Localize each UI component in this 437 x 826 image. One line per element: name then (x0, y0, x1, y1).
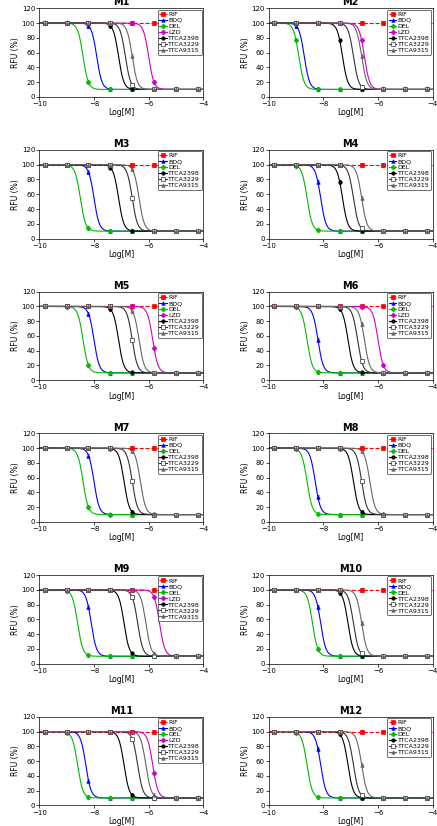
X-axis label: Log[M]: Log[M] (337, 817, 364, 826)
Title: M11: M11 (110, 706, 133, 716)
Y-axis label: RFU (%): RFU (%) (241, 604, 250, 634)
Legend: RIF, BDQ, DEL, TTCA2398, TTCA3229, TTCA9315: RIF, BDQ, DEL, TTCA2398, TTCA3229, TTCA9… (387, 151, 431, 190)
Title: M3: M3 (113, 140, 129, 150)
Y-axis label: RFU (%): RFU (%) (11, 604, 20, 634)
Legend: RIF, BDQ, DEL, LZD, TTCA2398, TTCA3229, TTCA9315: RIF, BDQ, DEL, LZD, TTCA2398, TTCA3229, … (387, 10, 431, 55)
Y-axis label: RFU (%): RFU (%) (241, 179, 250, 210)
Y-axis label: RFU (%): RFU (%) (241, 746, 250, 776)
X-axis label: Log[M]: Log[M] (108, 108, 135, 117)
X-axis label: Log[M]: Log[M] (337, 250, 364, 259)
Y-axis label: RFU (%): RFU (%) (11, 463, 20, 493)
X-axis label: Log[M]: Log[M] (108, 534, 135, 543)
Title: M12: M12 (339, 706, 362, 716)
Title: M7: M7 (113, 423, 129, 433)
Title: M2: M2 (343, 0, 359, 7)
Legend: RIF, BDQ, DEL, TTCA2398, TTCA3229, TTCA9315: RIF, BDQ, DEL, TTCA2398, TTCA3229, TTCA9… (158, 434, 202, 474)
Title: M10: M10 (339, 564, 362, 574)
Legend: RIF, BDQ, DEL, LZD, TTCA2398, TTCA3229, TTCA9315: RIF, BDQ, DEL, LZD, TTCA2398, TTCA3229, … (158, 718, 202, 763)
Title: M8: M8 (343, 423, 359, 433)
X-axis label: Log[M]: Log[M] (337, 534, 364, 543)
Legend: RIF, BDQ, DEL, LZD, TTCA2398, TTCA3229, TTCA9315: RIF, BDQ, DEL, LZD, TTCA2398, TTCA3229, … (158, 10, 202, 55)
Title: M6: M6 (343, 281, 359, 291)
Y-axis label: RFU (%): RFU (%) (241, 463, 250, 493)
Y-axis label: RFU (%): RFU (%) (11, 37, 20, 68)
Legend: RIF, BDQ, DEL, TTCA2398, TTCA3229, TTCA9315: RIF, BDQ, DEL, TTCA2398, TTCA3229, TTCA9… (158, 151, 202, 190)
Title: M1: M1 (113, 0, 129, 7)
X-axis label: Log[M]: Log[M] (337, 392, 364, 401)
Legend: RIF, BDQ, DEL, TTCA2398, TTCA3229, TTCA9315: RIF, BDQ, DEL, TTCA2398, TTCA3229, TTCA9… (387, 434, 431, 474)
X-axis label: Log[M]: Log[M] (337, 675, 364, 684)
X-axis label: Log[M]: Log[M] (337, 108, 364, 117)
Y-axis label: RFU (%): RFU (%) (241, 320, 250, 351)
Y-axis label: RFU (%): RFU (%) (241, 37, 250, 68)
Title: M5: M5 (113, 281, 129, 291)
X-axis label: Log[M]: Log[M] (108, 392, 135, 401)
Legend: RIF, BDQ, DEL, LZD, TTCA2398, TTCA3229, TTCA9315: RIF, BDQ, DEL, LZD, TTCA2398, TTCA3229, … (387, 293, 431, 338)
Legend: RIF, BDQ, DEL, LZD, TTCA2398, TTCA3229, TTCA9315: RIF, BDQ, DEL, LZD, TTCA2398, TTCA3229, … (158, 577, 202, 621)
Y-axis label: RFU (%): RFU (%) (11, 746, 20, 776)
Legend: RIF, BDQ, DEL, TTCA2398, TTCA3229, TTCA9315: RIF, BDQ, DEL, TTCA2398, TTCA3229, TTCA9… (387, 577, 431, 615)
Title: M4: M4 (343, 140, 359, 150)
X-axis label: Log[M]: Log[M] (108, 817, 135, 826)
Title: M9: M9 (113, 564, 129, 574)
X-axis label: Log[M]: Log[M] (108, 675, 135, 684)
Legend: RIF, BDQ, DEL, TTCA2398, TTCA3229, TTCA9315: RIF, BDQ, DEL, TTCA2398, TTCA3229, TTCA9… (387, 718, 431, 757)
Y-axis label: RFU (%): RFU (%) (11, 320, 20, 351)
X-axis label: Log[M]: Log[M] (108, 250, 135, 259)
Y-axis label: RFU (%): RFU (%) (11, 179, 20, 210)
Legend: RIF, BDQ, DEL, LZD, TTCA2398, TTCA3229, TTCA9315: RIF, BDQ, DEL, LZD, TTCA2398, TTCA3229, … (158, 293, 202, 338)
